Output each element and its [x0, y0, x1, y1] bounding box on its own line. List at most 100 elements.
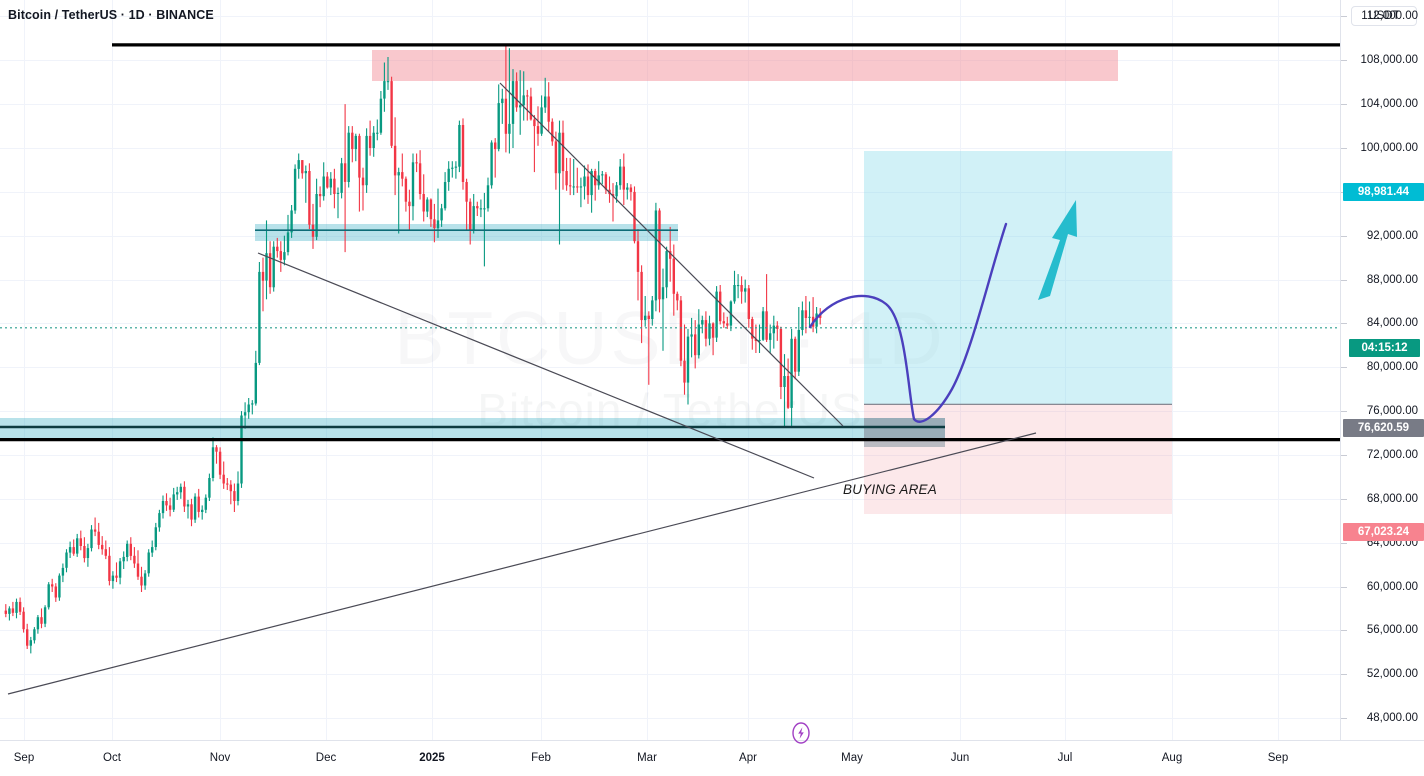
grid-line-vertical — [541, 0, 542, 740]
candle-body — [397, 172, 400, 176]
time-axis-tick-label: Oct — [103, 752, 121, 764]
candle-body — [465, 182, 468, 202]
candle-body — [40, 617, 43, 624]
candle-body — [322, 176, 325, 197]
candle-body — [404, 178, 408, 202]
candle-body — [261, 271, 265, 281]
candle-body — [590, 171, 593, 196]
candle-body — [740, 285, 743, 292]
price-projection-curve[interactable] — [808, 222, 1008, 423]
candle-body — [4, 610, 7, 614]
candle-body — [329, 178, 332, 188]
drawings-layer[interactable] — [0, 0, 1340, 740]
candle-body — [411, 162, 415, 207]
price-axis-tick-label: 64,000.00 — [1366, 536, 1418, 549]
candle-body — [229, 484, 232, 492]
descending-resistance-mid[interactable] — [257, 252, 815, 479]
candle-body — [586, 176, 590, 196]
candle-body — [279, 251, 282, 260]
candle-body — [408, 201, 411, 207]
candle-body — [15, 601, 18, 613]
candle-body — [354, 135, 357, 150]
candle-body — [126, 543, 129, 557]
candle-body — [179, 486, 182, 493]
candle-body — [304, 171, 307, 174]
candle-body — [215, 447, 218, 452]
candle-body — [301, 160, 304, 174]
candle-body — [469, 201, 472, 231]
bullish-arrow[interactable] — [1038, 200, 1077, 300]
candle-body — [519, 105, 522, 108]
candle-body — [569, 185, 572, 187]
candle-body — [790, 338, 793, 408]
countdown-badge[interactable]: 04:15:12 — [1349, 339, 1420, 357]
candle-body — [168, 505, 172, 510]
candle-body — [533, 119, 536, 127]
candle-body — [615, 185, 618, 197]
candle-body — [797, 330, 800, 372]
candle-body — [644, 315, 647, 321]
take-profit-zone[interactable] — [864, 151, 1172, 405]
candle-body — [504, 98, 508, 134]
time-axis-tick-label: Dec — [315, 752, 337, 764]
price-axis-tick-mark — [1341, 280, 1347, 281]
candle-body — [665, 251, 668, 288]
candle-body — [683, 360, 686, 383]
candle-body — [526, 95, 529, 97]
candle-body — [694, 334, 697, 356]
candle-body — [258, 271, 261, 363]
candle-body — [101, 544, 104, 550]
price-axis-tick-mark — [1341, 587, 1347, 588]
candle-body — [476, 206, 479, 209]
level-badge[interactable]: 76,620.59 — [1343, 419, 1424, 437]
candle-body — [736, 285, 740, 287]
price-axis-tick-mark — [1341, 367, 1347, 368]
price-axis[interactable]: USDT 48,000.00 52,000.00 56,000.00 60,000.0… — [1340, 0, 1424, 740]
candle-body — [11, 608, 15, 613]
last-price-badge[interactable]: 98,981.44 — [1343, 183, 1424, 201]
candle-body — [733, 285, 736, 302]
low-price-badge[interactable]: 67,023.24 — [1343, 523, 1424, 541]
grid-line-vertical — [1065, 0, 1066, 740]
candle-body — [754, 338, 758, 341]
time-axis[interactable]: Sep Oct Nov Dec 2025 Feb Mar Apr May Jun Jul Aug Sep — [0, 740, 1424, 776]
candle-body — [697, 324, 700, 356]
candle-body — [315, 194, 318, 237]
candle-body — [61, 567, 65, 576]
grid-line-horizontal — [0, 455, 1340, 456]
candle-body — [104, 549, 107, 556]
upper-supply-zone[interactable] — [255, 223, 678, 242]
chart-plot-area[interactable]: BTCUSDT · 1D Bitcoin / TetherUS BUYING A… — [0, 0, 1340, 740]
ascending-support[interactable] — [7, 432, 1037, 695]
candle-body — [283, 252, 286, 260]
candle-body — [183, 486, 186, 507]
time-axis-tick-label: Jun — [950, 752, 970, 764]
candle-body — [744, 288, 747, 292]
grid-line-horizontal — [0, 60, 1340, 61]
resistance-zone[interactable] — [372, 50, 1118, 82]
time-axis-tick-label: Nov — [209, 752, 231, 764]
time-axis-tick-label: Aug — [1161, 752, 1183, 764]
candle-body — [308, 171, 311, 225]
candle-body — [494, 142, 497, 150]
candle-body — [176, 492, 179, 495]
descending-resistance-upper[interactable] — [499, 82, 844, 427]
candle-body — [393, 145, 397, 176]
candle-body — [365, 135, 368, 186]
candle-body — [565, 171, 568, 186]
candle-body — [165, 501, 168, 506]
candle-body — [647, 315, 650, 319]
price-axis-tick-mark — [1341, 236, 1347, 237]
candle-body — [97, 531, 100, 545]
price-axis-tick-mark — [1341, 411, 1347, 412]
candle-body — [611, 194, 615, 197]
candle-body — [297, 160, 300, 169]
buying-area-box[interactable] — [864, 417, 945, 448]
price-axis-tick-label: 108,000.00 — [1360, 54, 1418, 67]
candle-body — [254, 362, 257, 404]
major-support-zone[interactable] — [0, 417, 945, 440]
lightning-bolt-icon[interactable] — [792, 722, 810, 744]
candle-body — [358, 135, 361, 178]
stop-loss-zone[interactable] — [864, 404, 1172, 515]
candle-body — [58, 575, 61, 598]
